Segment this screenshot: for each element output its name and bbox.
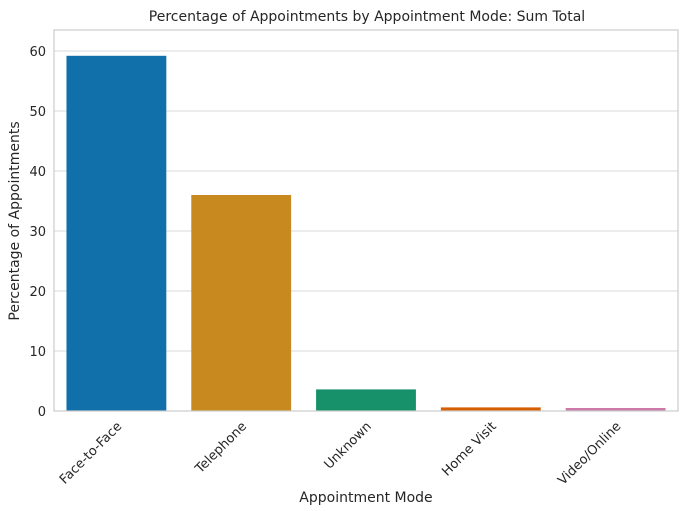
plot-frame: [53, 29, 679, 412]
y-axis-label: Percentage of Appointments: [7, 121, 23, 320]
bar-face-to-face: [66, 55, 167, 412]
x-tick-label: Home Visit: [439, 419, 499, 479]
y-tick-label: 60: [29, 45, 46, 60]
bar-home-visit: [440, 407, 541, 411]
y-tick-labels: 0 10 20 30 40 50 60: [29, 45, 46, 420]
x-tick-labels: Face-to-Face Telephone Unknown Home Visit Vi…: [57, 419, 624, 488]
y-tick-label: 40: [29, 165, 46, 180]
y-tick-label: 10: [29, 345, 46, 360]
bar-unknown: [316, 389, 416, 411]
bars: [66, 55, 666, 412]
y-tick-label: 0: [38, 405, 46, 420]
y-tick-label: 20: [29, 285, 46, 300]
x-tick-label: Telephone: [192, 419, 250, 477]
chart-title: Percentage of Appointments by Appointmen…: [149, 9, 585, 25]
bar-video-online: [565, 408, 666, 411]
y-tick-label: 30: [29, 225, 46, 240]
y-tick-label: 50: [29, 105, 46, 120]
x-tick-label: Video/Online: [555, 419, 624, 488]
x-tick-label: Unknown: [322, 419, 375, 472]
x-tick-label: Face-to-Face: [57, 419, 125, 487]
bar-telephone: [191, 195, 292, 411]
x-axis-label: Appointment Mode: [299, 490, 432, 506]
